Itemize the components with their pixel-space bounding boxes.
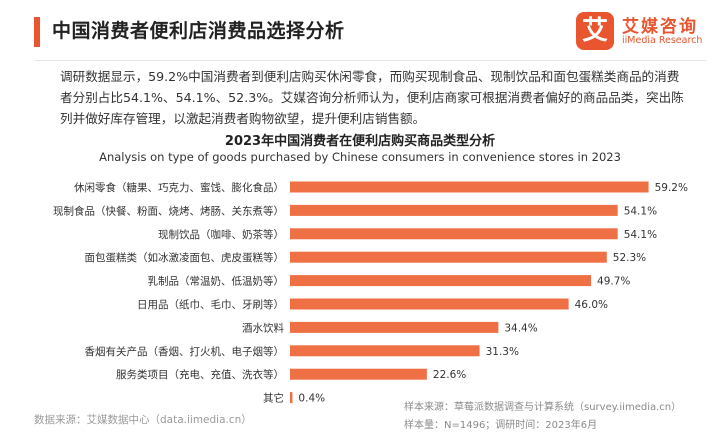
bar [290,275,592,287]
value-label: 52.3% [613,252,646,264]
category-label: 服务类项目（充电、充值、洗衣等） [116,368,284,381]
logo-name-en: iiMedia Research [622,35,703,46]
logo-mark-glyph: 艾 [581,16,608,46]
bar [290,392,293,404]
sample-size: 样本量：N=1496；调研时间：2023年6月 [404,420,598,431]
category-label: 现制饮品（咖啡、奶茶等） [158,228,284,241]
value-label: 46.0% [575,299,608,311]
bar [290,368,427,380]
logo-mark-icon: 艾 [576,12,614,50]
page-title: 中国消费者便利店消费品选择分析 [52,20,345,42]
category-label: 香烟有关产品（香烟、打火机、电子烟等） [85,345,285,358]
chart-subtitle: Analysis on type of goods purchased by C… [99,150,621,164]
value-label: 59.2% [655,182,688,194]
bar [290,298,569,310]
iimedia-logo: 艾 艾媒咨询 iiMedia Research [576,10,712,56]
bar [290,181,649,193]
data-source: 数据来源：艾媒数据中心（data.iimedia.cn） [34,414,252,426]
category-label: 休闲零食（糖果、巧克力、蜜饯、膨化食品） [74,181,284,194]
summary-text: 调研数据显示，59.2%中国消费者到便利店购买休闲零食，而购买现制食品、现制饮品… [60,69,684,126]
bar [290,345,480,357]
bar-chart: 休闲零食（糖果、巧克力、蜜饯、膨化食品） 59.2% 现制食品（快餐、粉面、烧烤、烤… [53,181,688,405]
category-label: 现制食品（快餐、粉面、烧烤、烤肠、关东煮等） [53,204,284,217]
category-label: 面包蛋糕类（如冰激凌面包、虎皮蛋糕等） [85,251,285,264]
category-label: 其它 [263,392,284,405]
category-label: 乳制品（常温奶、低温奶等） [148,275,285,288]
bar [290,251,607,263]
logo-name-cn: 艾媒咨询 [622,17,698,37]
chart-title: 2023年中国消费者在便利店购买商品类型分析 [224,134,496,149]
bar [290,228,618,240]
header: 中国消费者便利店消费品选择分析 艾 艾媒咨询 iiMedia Research [0,0,720,64]
value-label: 54.1% [624,229,657,241]
sample-source: 样本来源：草莓派数据调查与计算系统（survey.iimedia.cn） [404,402,682,413]
value-label: 54.1% [624,205,657,217]
value-label: 0.4% [298,393,325,405]
title-accent-bar [34,17,40,47]
value-label: 31.3% [486,346,519,358]
value-label: 49.7% [597,276,630,288]
category-label: 日用品（纸巾、毛巾、牙刷等） [137,298,284,311]
bar [290,204,618,216]
value-label: 22.6% [433,369,466,381]
value-label: 34.4% [504,322,537,334]
sample-info: 样本来源：草莓派数据调查与计算系统（survey.iimedia.cn） 样本量… [404,399,681,435]
category-label: 酒水饮料 [242,321,284,334]
header-divider [34,60,706,61]
bar [290,321,499,333]
